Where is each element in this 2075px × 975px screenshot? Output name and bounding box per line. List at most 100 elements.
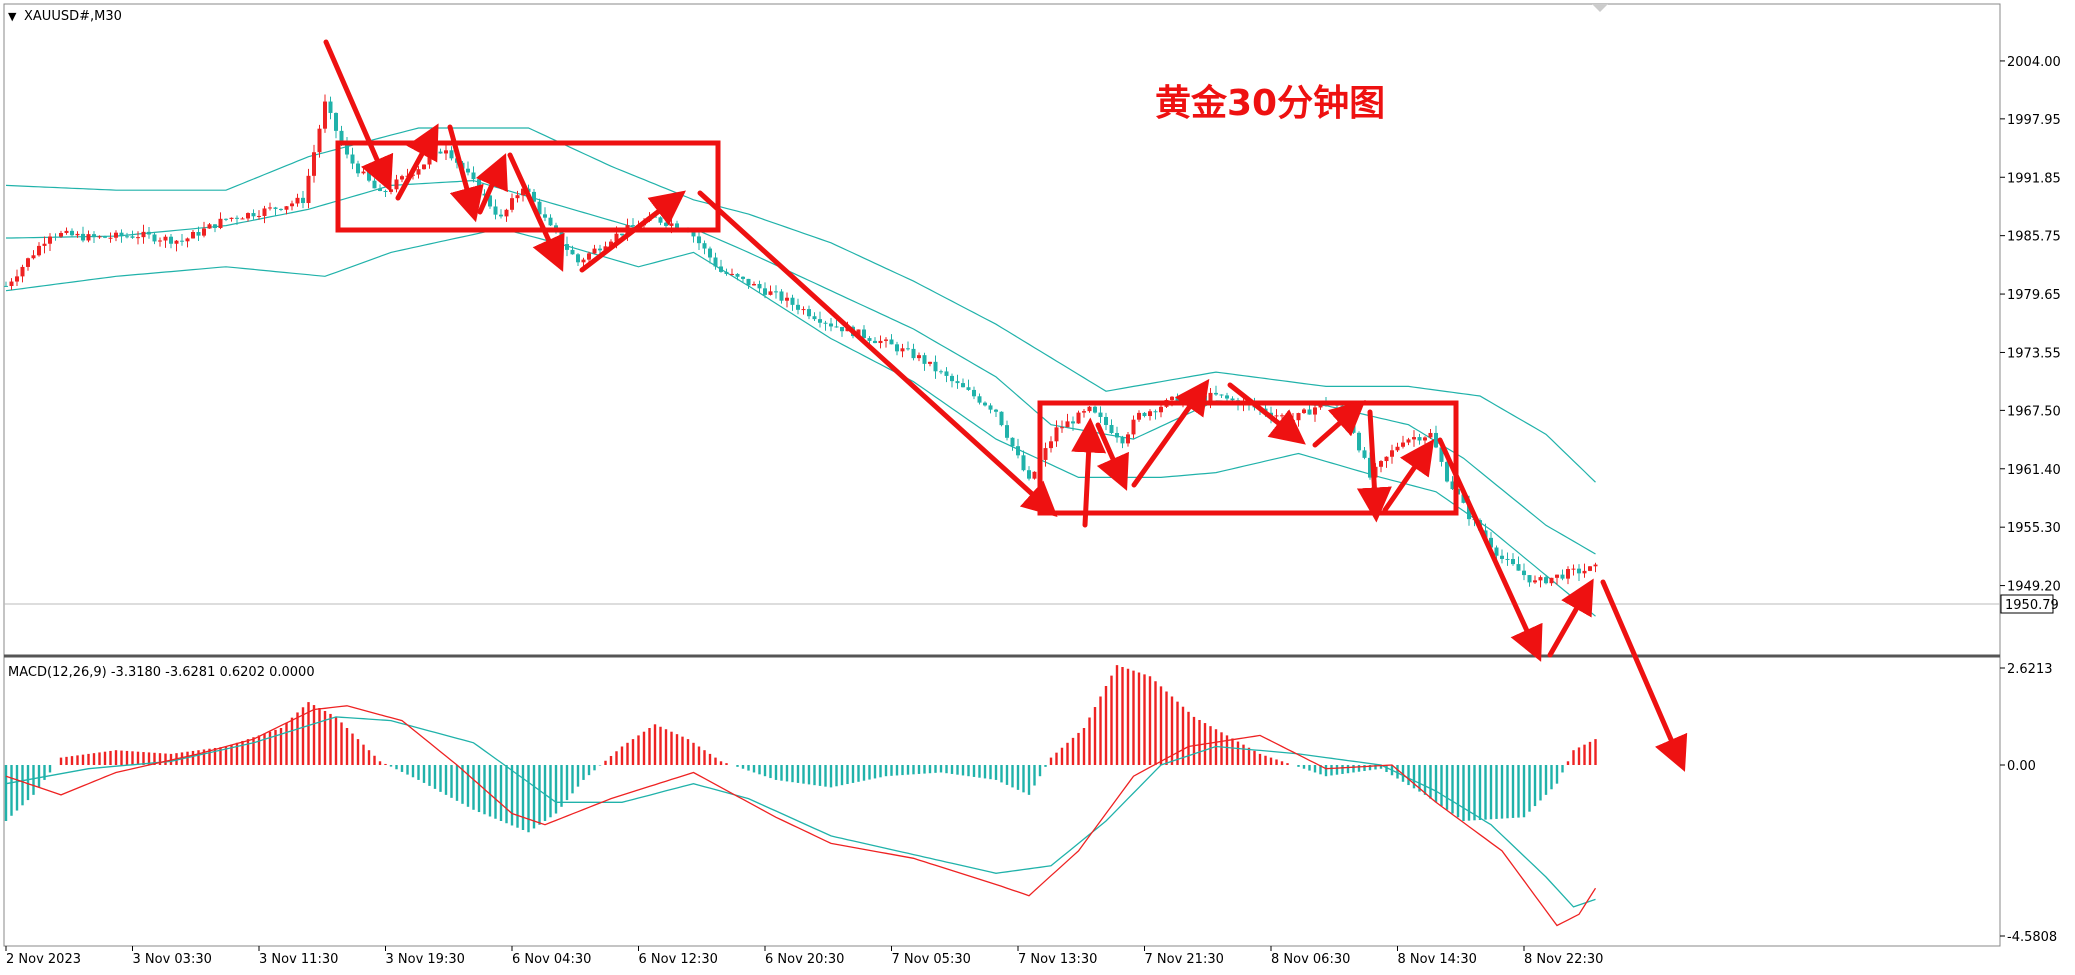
candle-body	[53, 236, 58, 238]
candle-body	[350, 154, 355, 164]
candle-body	[818, 319, 822, 323]
candle-body	[763, 288, 767, 295]
candle-body	[1126, 434, 1130, 444]
time-tick-label: 8 Nov 06:30	[1271, 952, 1350, 967]
candle-body	[1379, 461, 1383, 467]
candle-body	[136, 237, 140, 239]
candle-body	[988, 405, 993, 410]
collapse-triangle-icon[interactable]: ▼	[8, 10, 17, 23]
candle-body	[752, 283, 756, 286]
time-tick-label: 3 Nov 03:30	[133, 952, 212, 967]
candle-body	[609, 241, 613, 247]
candle-body	[422, 164, 426, 170]
candle-body	[482, 193, 487, 196]
candle-body	[488, 195, 492, 207]
price-tick-label: 1949.20	[2007, 580, 2061, 595]
candle-body	[1461, 494, 1466, 503]
candle-body	[1060, 427, 1064, 429]
candle-body	[614, 233, 619, 242]
candle-body	[416, 169, 421, 175]
candle-body	[290, 203, 294, 207]
candle-body	[1533, 580, 1537, 583]
candle-body	[537, 201, 542, 215]
candle-body	[862, 329, 866, 339]
candle-body	[103, 236, 107, 238]
candle-body	[966, 387, 971, 390]
time-tick-label: 7 Nov 13:30	[1018, 952, 1097, 967]
candle-body	[548, 217, 553, 226]
candle-body	[1555, 574, 1559, 578]
candle-body	[719, 266, 723, 272]
range-box-2	[1037, 400, 1459, 516]
candle-body	[510, 198, 514, 210]
candle-body	[1285, 415, 1290, 421]
candle-body	[1412, 437, 1416, 440]
arrow-13	[1356, 409, 1392, 523]
candle-body	[1291, 420, 1295, 422]
candle-body	[1208, 392, 1213, 401]
candle-body	[581, 259, 586, 263]
candle-body	[1450, 481, 1455, 490]
scroll-shift-marker[interactable]	[1592, 4, 1608, 12]
candle-body	[394, 179, 399, 190]
candle-body	[312, 152, 316, 176]
candle-body	[438, 151, 443, 154]
candle-body	[1076, 412, 1081, 424]
candle-body	[339, 130, 344, 144]
candle-body	[977, 396, 982, 403]
candle-body	[31, 255, 36, 259]
candle-body	[323, 101, 327, 129]
candle-body	[301, 197, 305, 204]
candle-body	[92, 234, 96, 238]
candle-body	[218, 218, 223, 229]
candle-body	[1065, 421, 1070, 428]
candle-body	[1505, 558, 1510, 560]
candle-body	[994, 409, 998, 412]
candle-body	[1351, 417, 1356, 433]
candle-body	[631, 225, 635, 227]
candle-body	[713, 257, 718, 267]
symbol-label: XAUUSD#,M30	[24, 9, 122, 24]
candle-body	[15, 276, 19, 282]
candle-body	[1434, 432, 1438, 448]
candle-body	[1148, 411, 1152, 417]
candle-body	[779, 291, 784, 301]
candle-body	[1203, 395, 1207, 401]
candle-body	[1390, 450, 1394, 457]
arrow-14	[1382, 438, 1435, 513]
candle-body	[202, 228, 206, 236]
candle-body	[724, 271, 729, 274]
candle-body	[1159, 406, 1163, 413]
candle-body	[928, 361, 932, 364]
bollinger-upper	[5, 127, 1596, 483]
candle-body	[746, 278, 751, 286]
chart-frame	[3, 3, 2001, 947]
candle-body	[356, 163, 360, 174]
candle-body	[1362, 450, 1367, 458]
candle-body	[499, 214, 503, 217]
candle-body	[1401, 442, 1405, 447]
candle-body	[37, 245, 41, 256]
candle-body	[42, 243, 47, 246]
candle-body	[1588, 566, 1592, 571]
candle-body	[1511, 559, 1515, 565]
candle-body	[152, 234, 157, 242]
range-box-1	[335, 140, 721, 233]
candle-body	[1445, 461, 1449, 482]
candle-body	[1522, 570, 1526, 576]
candle-body	[1296, 413, 1301, 421]
price-tick-label: 1985.75	[2007, 230, 2061, 245]
candle-body	[383, 191, 388, 193]
candle-body	[1582, 570, 1587, 574]
candle-body	[229, 217, 234, 219]
candle-body	[367, 171, 371, 181]
candle-body	[213, 224, 217, 229]
candle-body	[1186, 395, 1191, 399]
candle-body	[884, 339, 888, 341]
arrow-6	[579, 190, 686, 273]
candle-body	[812, 316, 817, 320]
macd-label: MACD(12,26,9) -3.3180 -3.6281 0.6202 0.0…	[8, 665, 315, 680]
candle-body	[730, 273, 734, 275]
candle-body	[158, 240, 162, 242]
candle-body	[119, 232, 124, 237]
